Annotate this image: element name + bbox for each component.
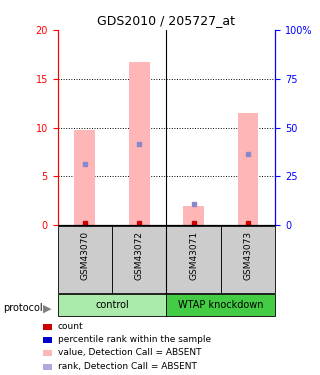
Text: value, Detection Call = ABSENT: value, Detection Call = ABSENT bbox=[58, 348, 201, 357]
Bar bbox=[238, 113, 258, 225]
Bar bbox=[221, 226, 275, 293]
Text: count: count bbox=[58, 322, 84, 331]
Text: GSM43071: GSM43071 bbox=[189, 231, 198, 280]
Bar bbox=[129, 62, 149, 225]
Bar bbox=[166, 294, 275, 316]
Bar bbox=[75, 130, 95, 225]
Bar bbox=[43, 364, 52, 370]
Text: control: control bbox=[95, 300, 129, 310]
Title: GDS2010 / 205727_at: GDS2010 / 205727_at bbox=[97, 15, 236, 27]
Text: protocol: protocol bbox=[3, 303, 43, 313]
Bar bbox=[43, 324, 52, 330]
Text: ▶: ▶ bbox=[43, 303, 52, 313]
Bar bbox=[43, 337, 52, 343]
Bar bbox=[43, 350, 52, 356]
Text: GSM43073: GSM43073 bbox=[244, 231, 252, 280]
Text: GSM43070: GSM43070 bbox=[80, 231, 89, 280]
Bar bbox=[112, 226, 166, 293]
Bar bbox=[58, 226, 112, 293]
Bar bbox=[166, 226, 221, 293]
Bar bbox=[183, 206, 204, 225]
Text: rank, Detection Call = ABSENT: rank, Detection Call = ABSENT bbox=[58, 362, 197, 371]
Text: GSM43072: GSM43072 bbox=[135, 231, 144, 279]
Text: percentile rank within the sample: percentile rank within the sample bbox=[58, 335, 211, 344]
Bar bbox=[58, 294, 166, 316]
Text: WTAP knockdown: WTAP knockdown bbox=[178, 300, 264, 310]
